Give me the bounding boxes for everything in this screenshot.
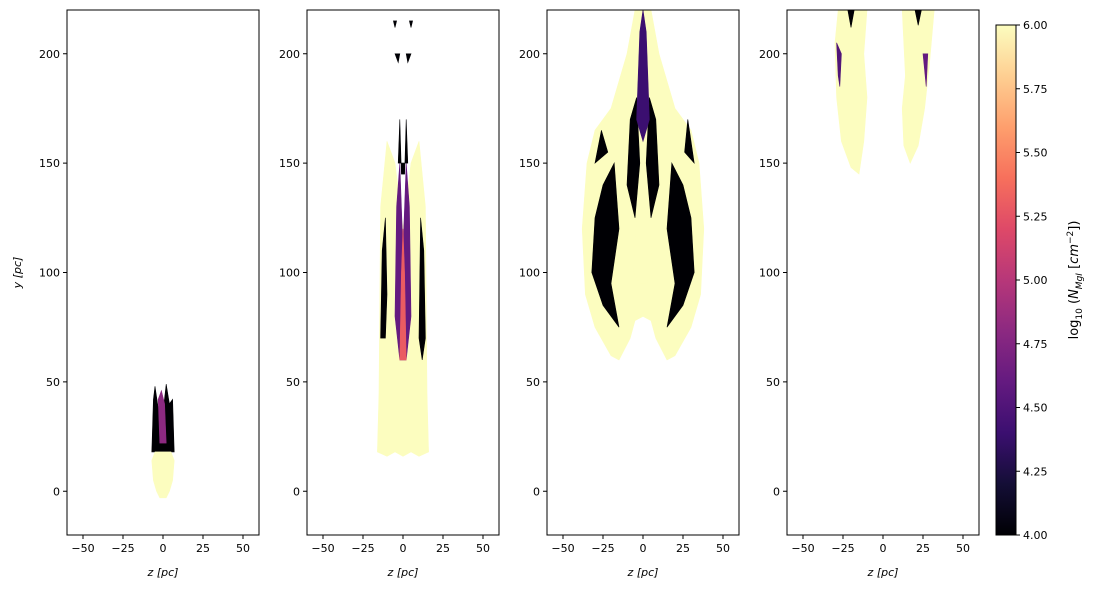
x-axis-label: z [pc]: [147, 566, 179, 579]
x-tick-label: 50: [956, 542, 970, 555]
y-tick-label: 150: [519, 157, 540, 170]
y-tick-label: 150: [759, 157, 780, 170]
y-tick-label: 0: [53, 485, 60, 498]
y-tick-label: 200: [519, 48, 540, 61]
x-tick-label: 50: [236, 542, 250, 555]
x-tick-label: −25: [831, 542, 854, 555]
colorbar-tick-label: 5.00: [1023, 274, 1048, 287]
y-tick-label: 0: [533, 485, 540, 498]
density-region: [591, 162, 620, 328]
colorbar-tick-label: 4.75: [1023, 338, 1048, 351]
density-region: [901, 10, 935, 164]
colorbar-tick-label: 5.50: [1023, 147, 1048, 160]
density-region: [380, 217, 388, 339]
density-region: [836, 42, 842, 87]
y-tick-label: 50: [46, 376, 60, 389]
colorbar: 4.00 4.25 4.50 4.75 5.00 5.25 5.50 5.75 6.00 log…: [995, 19, 1085, 542]
x-tick-label: −50: [311, 542, 334, 555]
x-tick-label: 0: [160, 542, 167, 555]
colorbar-tick-label: 5.75: [1023, 83, 1048, 96]
heatmap-data: [581, 10, 705, 361]
density-region: [636, 10, 650, 143]
x-tick-label: −50: [791, 542, 814, 555]
x-axis-label: z [pc]: [627, 566, 659, 579]
panel-2: −50 −25 0 25 50 0 50 100 150 200 z [pc]: [279, 9, 500, 579]
y-tick-label: 100: [519, 267, 540, 280]
x-tick-label: 0: [640, 542, 647, 555]
density-region: [684, 119, 695, 165]
colorbar-tick-label: 4.25: [1023, 465, 1048, 478]
density-region: [397, 119, 409, 175]
x-tick-label: 25: [916, 542, 930, 555]
y-tick-label: 0: [773, 485, 780, 498]
x-tick-label: 0: [400, 542, 407, 555]
x-tick-label: −25: [351, 542, 374, 555]
y-tick-label: 100: [759, 267, 780, 280]
x-tick-label: −25: [591, 542, 614, 555]
y-tick-label: 50: [526, 376, 540, 389]
colorbar-tick-label: 5.25: [1023, 210, 1048, 223]
y-tick-label: 50: [766, 376, 780, 389]
density-region: [914, 10, 922, 26]
x-tick-label: −25: [111, 542, 134, 555]
y-tick-label: 100: [39, 267, 60, 280]
y-tick-label: 50: [286, 376, 300, 389]
y-tick-label: 0: [293, 485, 300, 498]
x-tick-label: 50: [716, 542, 730, 555]
density-region: [847, 10, 855, 28]
density-region: [399, 228, 407, 361]
density-region: [157, 389, 167, 444]
y-tick-label: 200: [279, 48, 300, 61]
density-region: [834, 10, 868, 175]
density-region: [405, 53, 412, 64]
x-tick-label: −50: [71, 542, 94, 555]
x-axis-label: z [pc]: [867, 566, 899, 579]
density-region: [922, 53, 929, 87]
y-axis-label: y [pc]: [11, 257, 24, 290]
density-region: [626, 97, 641, 218]
heatmap-data: [834, 10, 935, 175]
density-region: [409, 20, 413, 28]
x-tick-label: 25: [676, 542, 690, 555]
density-region: [633, 206, 653, 284]
x-tick-label: 25: [436, 542, 450, 555]
panel-3: −50 −25 0 25 50 0 50 100 150 200 z [pc]: [519, 9, 740, 579]
colorbar-label: log10 (NMgI [cm−2]): [1066, 221, 1085, 340]
y-tick-label: 200: [759, 48, 780, 61]
y-tick-label: 100: [279, 267, 300, 280]
x-tick-label: 0: [880, 542, 887, 555]
y-tick-label: 150: [279, 157, 300, 170]
panel-background: [787, 10, 979, 535]
panel-4: −50 −25 0 25 50 0 50 100 150 200 z [pc]: [759, 9, 980, 579]
x-tick-label: −50: [551, 542, 574, 555]
colorbar-tick-label: 4.00: [1023, 529, 1048, 542]
heatmap-data: [151, 384, 175, 499]
density-region: [151, 451, 175, 499]
colorbar-tick-label: 6.00: [1023, 19, 1048, 32]
density-region: [594, 130, 609, 164]
colorbar-tick-label: 4.50: [1023, 402, 1048, 415]
density-region: [666, 162, 695, 328]
x-axis-label: z [pc]: [387, 566, 419, 579]
colorbar-ticks: 4.00 4.25 4.50 4.75 5.00 5.25 5.50 5.75 6.00: [1016, 19, 1048, 542]
x-tick-label: 50: [476, 542, 490, 555]
y-tick-label: 150: [39, 157, 60, 170]
y-tick-label: 200: [39, 48, 60, 61]
colorbar-gradient: [995, 24, 1017, 536]
density-region: [394, 53, 401, 64]
heatmap-data: [377, 20, 429, 457]
density-region: [645, 97, 660, 218]
density-region: [418, 217, 426, 361]
x-tick-label: 25: [196, 542, 210, 555]
panel-1: −50 −25 0 25 50 0 50 100 150 200 z [pc] y [pc]: [11, 9, 260, 579]
density-region: [393, 20, 397, 28]
